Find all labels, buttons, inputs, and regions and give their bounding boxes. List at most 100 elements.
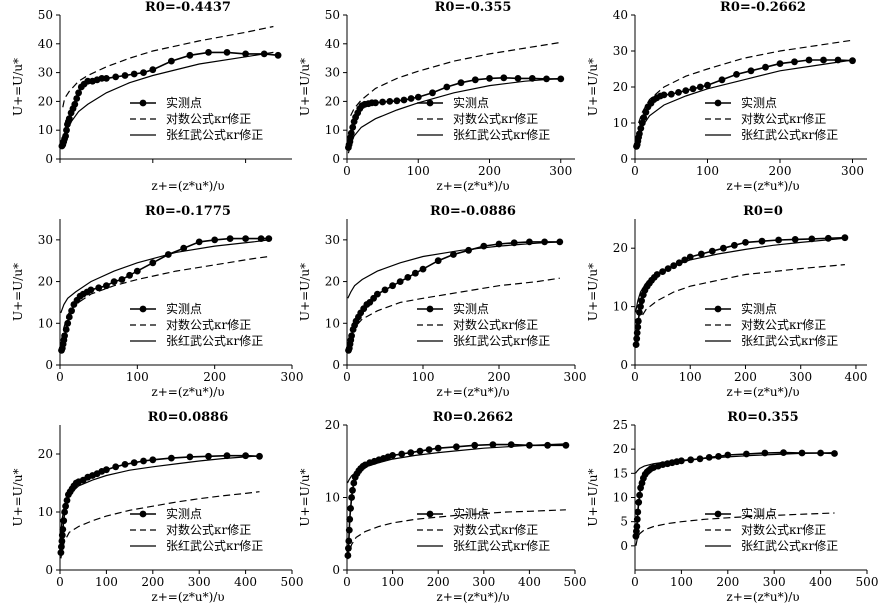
zhang-formula-line: [635, 237, 845, 313]
measured-point: [149, 66, 157, 74]
y-tick-label: 0: [620, 152, 628, 166]
measured-point: [121, 461, 129, 468]
measured-point: [633, 523, 641, 530]
legend-marker: [714, 305, 722, 313]
x-tick-label: 100: [696, 164, 719, 178]
x-tick-label: 300: [564, 370, 587, 384]
measured-point: [434, 257, 442, 265]
chart-title: R0=0.2662: [433, 410, 514, 425]
measured-point: [849, 57, 856, 65]
measured-point: [704, 81, 711, 89]
measured-point: [386, 98, 394, 105]
x-tick-label: 300: [841, 164, 864, 178]
x-tick-label: 200: [769, 164, 792, 178]
x-tick-label: 400: [518, 575, 541, 589]
x-axis-label: z+=(z*u*)/υ: [726, 590, 799, 604]
x-axis-label: z+=(z*u*)/υ: [726, 179, 799, 193]
legend-label: 对数公式κr修正: [741, 111, 826, 126]
measured-point: [149, 259, 157, 267]
x-tick-label: 100: [679, 370, 702, 384]
measured-point: [205, 452, 212, 460]
measured-point: [389, 282, 396, 290]
measured-point: [705, 454, 713, 461]
x-tick-label: 300: [281, 370, 304, 384]
measured-point: [407, 95, 415, 102]
measured-point: [118, 276, 126, 283]
x-tick-label: 500: [281, 575, 304, 589]
y-tick-label: 20: [325, 275, 340, 289]
log-formula-line: [62, 25, 274, 108]
y-tick-label: 30: [38, 66, 53, 80]
measured-point: [471, 441, 479, 449]
x-tick-label: 400: [234, 575, 257, 589]
y-tick-label: 0: [45, 152, 53, 166]
x-tick-label: 0: [631, 575, 639, 589]
measured-point: [824, 234, 832, 242]
measured-point: [443, 83, 451, 91]
y-tick-label: 30: [325, 233, 340, 247]
measured-point: [820, 56, 827, 64]
x-tick-label: 200: [427, 575, 450, 589]
measured-point: [635, 498, 643, 506]
x-axis-label: z+=(z*u*)/υ: [436, 590, 509, 604]
measured-point: [103, 466, 110, 474]
measured-point: [489, 441, 497, 448]
chart-title: R0=0.355: [727, 410, 798, 425]
measured-point: [274, 51, 282, 59]
log-formula-line: [638, 39, 853, 124]
y-tick-label: 30: [613, 44, 628, 58]
x-axis-label: z+=(z*u*)/υ: [436, 179, 509, 193]
measured-point: [419, 265, 427, 273]
measured-point: [780, 449, 787, 456]
measured-point: [697, 250, 705, 258]
x-tick-label: 200: [488, 370, 511, 384]
y-tick-label: 10: [613, 300, 628, 314]
y-tick-label: 40: [613, 8, 628, 22]
chart-title: R0=-0.0886: [430, 204, 516, 219]
measured-point: [543, 75, 550, 83]
legend-marker: [714, 99, 722, 107]
measured-point: [486, 75, 493, 82]
measured-point: [791, 236, 799, 243]
measured-point: [71, 100, 79, 108]
zhang-formula-line: [347, 241, 560, 299]
chart-panel-9: 0 5 10 15 20 25 0 100 200 300 400 500 R0=0.355 z+=(z*…: [586, 410, 878, 604]
x-tick-label: 300: [789, 370, 812, 384]
y-tick-label: 0: [332, 358, 340, 372]
measured-point: [61, 508, 68, 516]
x-tick-label: 400: [844, 370, 867, 384]
measured-point: [126, 271, 133, 279]
y-tick-label: 5: [620, 515, 628, 529]
x-tick-label: 0: [631, 164, 639, 178]
x-tick-label: 200: [716, 575, 739, 589]
y-tick-label: 0: [45, 358, 53, 372]
y-tick-label: 40: [38, 37, 53, 51]
legend-label: 实测点: [741, 506, 777, 521]
log-formula-line: [635, 512, 835, 546]
x-tick-label: 300: [472, 575, 495, 589]
legend-label: 张红武公式κr修正: [453, 538, 550, 553]
legend-marker: [426, 99, 434, 107]
y-tick-label: 0: [620, 539, 628, 553]
measured-point: [195, 238, 203, 246]
legend-label: 实测点: [166, 506, 202, 521]
x-axis-label: z+=(z*u*)/υ: [151, 385, 224, 399]
y-tick-label: 15: [613, 466, 628, 480]
zhang-formula-line: [61, 51, 274, 148]
x-tick-label: 300: [763, 575, 786, 589]
measured-point: [57, 549, 65, 556]
y-tick-label: 10: [325, 123, 340, 137]
measured-point: [776, 60, 784, 67]
y-tick-label: 50: [325, 8, 340, 22]
y-axis-label: U+=U/u*: [298, 468, 312, 526]
measured-point: [149, 456, 157, 464]
x-tick-label: 0: [56, 370, 64, 384]
x-tick-label: 0: [56, 575, 64, 589]
y-tick-label: 20: [613, 241, 628, 255]
measured-point: [95, 284, 103, 292]
measured-point: [133, 267, 141, 275]
measured-point: [381, 286, 389, 294]
measured-point: [168, 454, 175, 462]
